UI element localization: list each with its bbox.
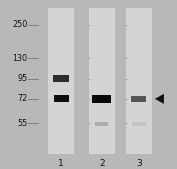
Text: 72: 72 (17, 94, 27, 103)
Text: 3: 3 (136, 159, 142, 168)
Bar (92, 95, 111, 103)
Text: 2: 2 (99, 159, 105, 168)
Polygon shape (155, 94, 164, 104)
Text: 250: 250 (12, 20, 27, 29)
Text: 130: 130 (12, 54, 27, 63)
Text: 95: 95 (17, 74, 27, 83)
Text: 55: 55 (17, 119, 27, 128)
Bar (48, 8, 74, 154)
Bar (131, 96, 147, 102)
Bar (132, 122, 145, 126)
Text: 1: 1 (58, 159, 64, 168)
Bar (95, 122, 108, 126)
Bar (89, 8, 115, 154)
Bar (126, 8, 152, 154)
Bar (53, 75, 69, 82)
Bar (53, 95, 69, 102)
